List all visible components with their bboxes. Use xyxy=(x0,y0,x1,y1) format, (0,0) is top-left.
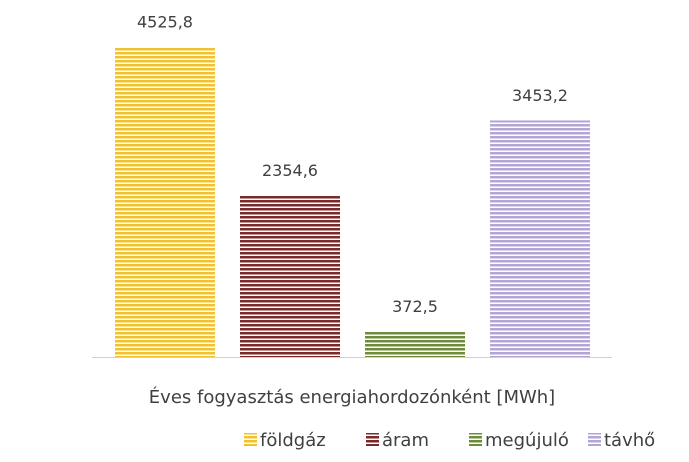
legend-marker xyxy=(366,433,379,446)
legend-marker xyxy=(469,433,482,446)
data-label: 3453,2 xyxy=(512,86,568,105)
legend-marker xyxy=(588,433,601,446)
category-label: Éves fogyasztás energiahordozónként [MWh… xyxy=(149,386,555,408)
legend-label: távhő xyxy=(604,430,655,451)
legend-label: földgáz xyxy=(260,430,326,451)
data-label: 2354,6 xyxy=(262,161,318,180)
legend-label: megújuló xyxy=(485,430,569,451)
data-label: 4525,8 xyxy=(137,12,193,31)
bar xyxy=(365,331,465,357)
bar xyxy=(240,195,340,357)
legend-marker xyxy=(244,433,257,446)
data-label: 372,5 xyxy=(392,297,438,316)
legend-label: áram xyxy=(382,430,429,451)
bar xyxy=(490,120,590,357)
bar xyxy=(115,46,215,358)
